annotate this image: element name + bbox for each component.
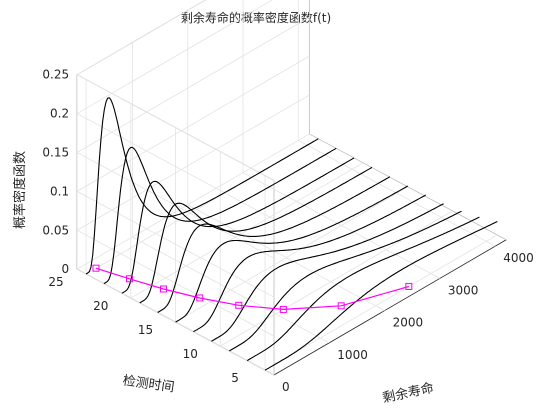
wall-gridline-z: [76, 268, 275, 376]
wall-gridline-z: [76, 0, 207, 76]
z-tick-label: 0.2: [50, 107, 69, 121]
y-tick-label: 5: [231, 371, 239, 385]
density-curve: [121, 157, 355, 294]
grid-lines: [76, 0, 498, 376]
wall-gridline-z: [76, 133, 310, 270]
x-tick-labels: 0 1000 2000 3000 4000: [282, 251, 534, 394]
x-tick-label: 2000: [393, 316, 424, 330]
x-tick-label: 1000: [337, 348, 368, 362]
mean-life-marker: [405, 282, 413, 290]
z-tick-label: 0.25: [42, 68, 69, 82]
wall-gridline-z: [76, 74, 275, 181]
x-tick-label: 3000: [448, 283, 479, 297]
density-curve: [175, 185, 409, 323]
x-tick-label: 4000: [503, 251, 534, 265]
wall-gridline-z: [76, 94, 310, 231]
mean-life-marker: [196, 294, 204, 302]
y-tick-label: 10: [183, 347, 198, 361]
mean-life-marker: [92, 264, 100, 272]
mean-life-path: [95, 267, 409, 311]
wall-gridline-z: [76, 16, 310, 153]
density-curve: [246, 216, 480, 362]
floor-gridline-y: [264, 234, 498, 371]
wall-gridline-z: [76, 191, 275, 298]
x-tick-label: 0: [282, 380, 290, 394]
y-tick-label: 25: [48, 275, 63, 289]
z-tick-labels: 0 0.05 0.1 0.15 0.2 0.25: [42, 68, 69, 276]
mean-life-marker: [337, 302, 345, 310]
mean-life-line: [92, 264, 413, 313]
mean-life-marker: [279, 305, 287, 313]
density-curves: [85, 97, 498, 371]
chart-title: 剩余寿命的概率密度函数f(t): [181, 10, 331, 25]
floor-gridline-y: [175, 186, 409, 323]
density-curve: [229, 210, 462, 352]
density-curve: [264, 221, 498, 371]
y-tick-labels: 5 10 15 20 25: [48, 275, 238, 385]
mean-life-marker: [125, 275, 133, 283]
density-curve: [139, 166, 373, 304]
mean-life-marker: [235, 301, 243, 309]
x-axis-label: 剩余寿命: [381, 380, 435, 406]
z-axis-label: 概率密度函数: [12, 151, 28, 229]
y-tick-label: 20: [93, 299, 108, 313]
x-axis-line: [273, 239, 507, 376]
density-curve: [211, 203, 444, 342]
z-tick-label: 0.05: [42, 223, 69, 237]
density-curve: [85, 97, 319, 275]
floor-gridline-y: [220, 210, 453, 347]
y-tick-label: 15: [138, 323, 153, 337]
density-curve: [193, 194, 426, 333]
z-tick-label: 0: [61, 262, 69, 276]
floor-gridline-y: [130, 162, 364, 299]
y-axis-label: 检测时间: [122, 373, 176, 395]
mean-life-marker: [160, 285, 168, 293]
z-tick-label: 0.15: [42, 145, 69, 159]
wall-gridline-z: [76, 0, 273, 114]
wall-gridline-z: [76, 55, 310, 192]
density-curve: [103, 146, 337, 285]
density-curve: [157, 176, 391, 313]
z-tick-label: 0.1: [50, 184, 69, 198]
